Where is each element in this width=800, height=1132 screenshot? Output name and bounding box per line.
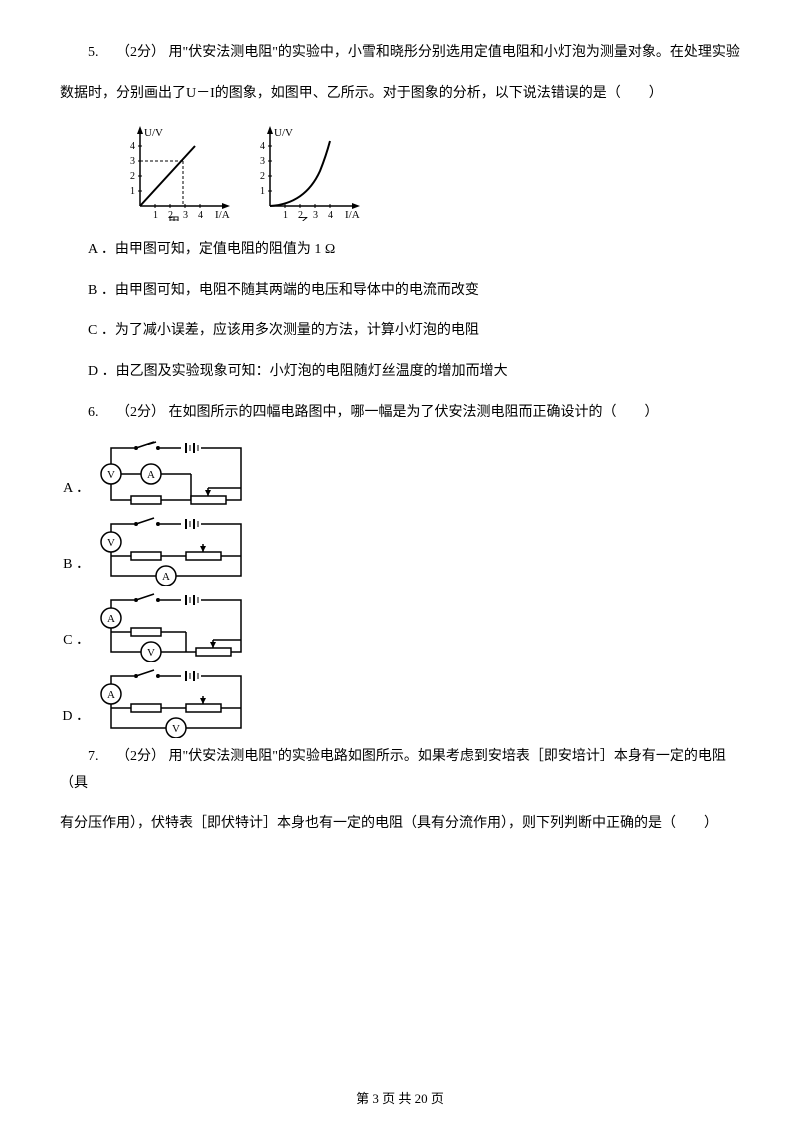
svg-text:1: 1 [153,210,158,221]
circuit-C-svg: A V [96,592,256,662]
q5-graphs: U/V I/A 1 2 3 4 1 2 3 4 甲 [110,121,740,221]
q5-stem-line2: 数据时，分别画出了U－I的图象，如图甲、乙所示。对于图象的分析，以下说法错误的是… [60,81,740,108]
page-footer: 第 3 页 共 20 页 [0,1087,800,1112]
svg-text:A: A [147,469,155,481]
q6-option-B[interactable]: B ． V A [60,516,740,586]
q7-points: （2分） [116,749,165,764]
q6-option-D[interactable]: D ． A V [60,668,740,738]
svg-text:2: 2 [130,171,135,182]
circuit-D-svg: A V [96,668,256,738]
svg-text:3: 3 [313,210,318,221]
q5-option-A[interactable]: A ．由甲图可知，定值电阻的阻值为 1 Ω [60,237,740,264]
svg-text:3: 3 [130,156,135,167]
svg-text:2: 2 [260,171,265,182]
q6-label-D: D ． [60,704,90,739]
q5-points: （2分） [116,45,165,60]
ylabel-right: U/V [274,127,293,139]
q6-circuits: A ． V A [60,440,740,738]
q5-number: 5. [88,45,99,60]
q7-stem-line2: 有分压作用），伏特表［即伏特计］本身也有一定的电阻（具有分流作用），则下列判断中… [60,811,740,838]
q6-points: （2分） [116,405,165,420]
q6-label-A: A ． [60,476,90,511]
q6-option-C[interactable]: C ． A V [60,592,740,662]
svg-text:1: 1 [283,210,288,221]
circuit-B-svg: V A [96,516,256,586]
q5-stem-line1: 5. （2分） 用"伏安法测电阻"的实验中，小雪和晓彤分别选用定值电阻和小灯泡为… [60,40,740,67]
q5-option-B[interactable]: B ．由甲图可知，电阻不随其两端的电压和导体中的电流而改变 [60,278,740,305]
svg-text:4: 4 [328,210,333,221]
svg-text:A: A [107,613,115,625]
svg-text:A: A [107,689,115,701]
svg-text:4: 4 [260,141,265,152]
q6-option-A[interactable]: A ． V A [60,440,740,510]
q5-option-C[interactable]: C ．为了减小误差，应该用多次测量的方法，计算小灯泡的电阻 [60,318,740,345]
q7-stem-line1: 7. （2分） 用"伏安法测电阻"的实验电路如图所示。如果考虑到安培表［即安培计… [60,744,740,797]
q7-number: 7. [88,749,99,764]
q5-option-D[interactable]: D ．由乙图及实验现象可知：小灯泡的电阻随灯丝温度的增加而增大 [60,359,740,386]
caption-left: 甲 [168,215,180,221]
svg-text:3: 3 [260,156,265,167]
q6-text: 在如图所示的四幅电路图中，哪一幅是为了伏安法测电阻而正确设计的（ ） [169,405,659,420]
q5-text1: 用"伏安法测电阻"的实验中，小雪和晓彤分别选用定值电阻和小灯泡为测量对象。在处理… [169,45,740,60]
ylabel-left: U/V [144,127,163,139]
caption-right: 乙 [298,215,310,221]
xlabel-left: I/A [215,209,230,221]
q6-number: 6. [88,405,99,420]
circuit-A-svg: V A [96,440,256,510]
svg-text:V: V [172,723,180,735]
q5-graph-svg: U/V I/A 1 2 3 4 1 2 3 4 甲 [110,121,370,221]
svg-text:1: 1 [260,186,265,197]
svg-text:V: V [147,647,155,659]
q6-label-B: B ． [60,552,90,587]
svg-text:4: 4 [198,210,203,221]
svg-text:A: A [162,571,170,583]
q6-stem: 6. （2分） 在如图所示的四幅电路图中，哪一幅是为了伏安法测电阻而正确设计的（… [60,400,740,427]
svg-text:1: 1 [130,186,135,197]
svg-text:V: V [107,469,115,481]
svg-text:4: 4 [130,141,135,152]
q6-label-C: C ． [60,628,90,663]
xlabel-right: I/A [345,209,360,221]
svg-text:3: 3 [183,210,188,221]
svg-text:V: V [107,537,115,549]
